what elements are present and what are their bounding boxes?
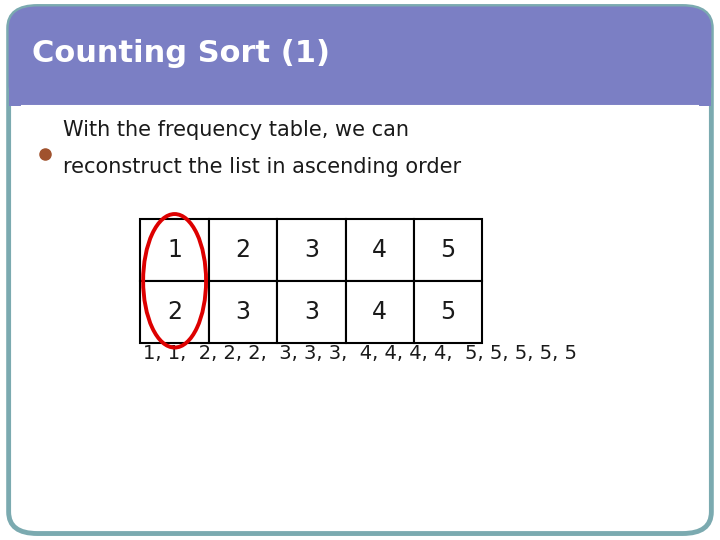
Text: 3: 3: [304, 300, 319, 324]
Text: 4: 4: [372, 238, 387, 262]
Text: 1, 1,  2, 2, 2,  3, 3, 3,  4, 4, 4, 4,  5, 5, 5, 5, 5: 1, 1, 2, 2, 2, 3, 3, 3, 4, 4, 4, 4, 5, 5…: [143, 344, 577, 363]
Bar: [414, 281, 482, 343]
FancyBboxPatch shape: [9, 6, 711, 534]
Bar: [140, 281, 209, 343]
Text: 5: 5: [441, 238, 456, 262]
Text: 2: 2: [167, 300, 182, 324]
Bar: [346, 219, 414, 281]
Text: 1: 1: [167, 238, 182, 262]
Bar: [9, 62, 711, 106]
FancyBboxPatch shape: [9, 6, 711, 106]
Text: 3: 3: [304, 238, 319, 262]
Text: 5: 5: [441, 300, 456, 324]
Text: 4: 4: [372, 300, 387, 324]
Bar: [277, 281, 346, 343]
Bar: [414, 219, 482, 281]
Text: reconstruct the list in ascending order: reconstruct the list in ascending order: [63, 157, 461, 178]
Bar: [346, 281, 414, 343]
Text: With the frequency table, we can: With the frequency table, we can: [63, 119, 409, 140]
Text: 2: 2: [235, 238, 251, 262]
Bar: [209, 219, 277, 281]
Bar: [209, 281, 277, 343]
Bar: [277, 219, 346, 281]
Text: Counting Sort (1): Counting Sort (1): [32, 39, 330, 68]
Text: 3: 3: [235, 300, 251, 324]
Bar: [140, 219, 209, 281]
